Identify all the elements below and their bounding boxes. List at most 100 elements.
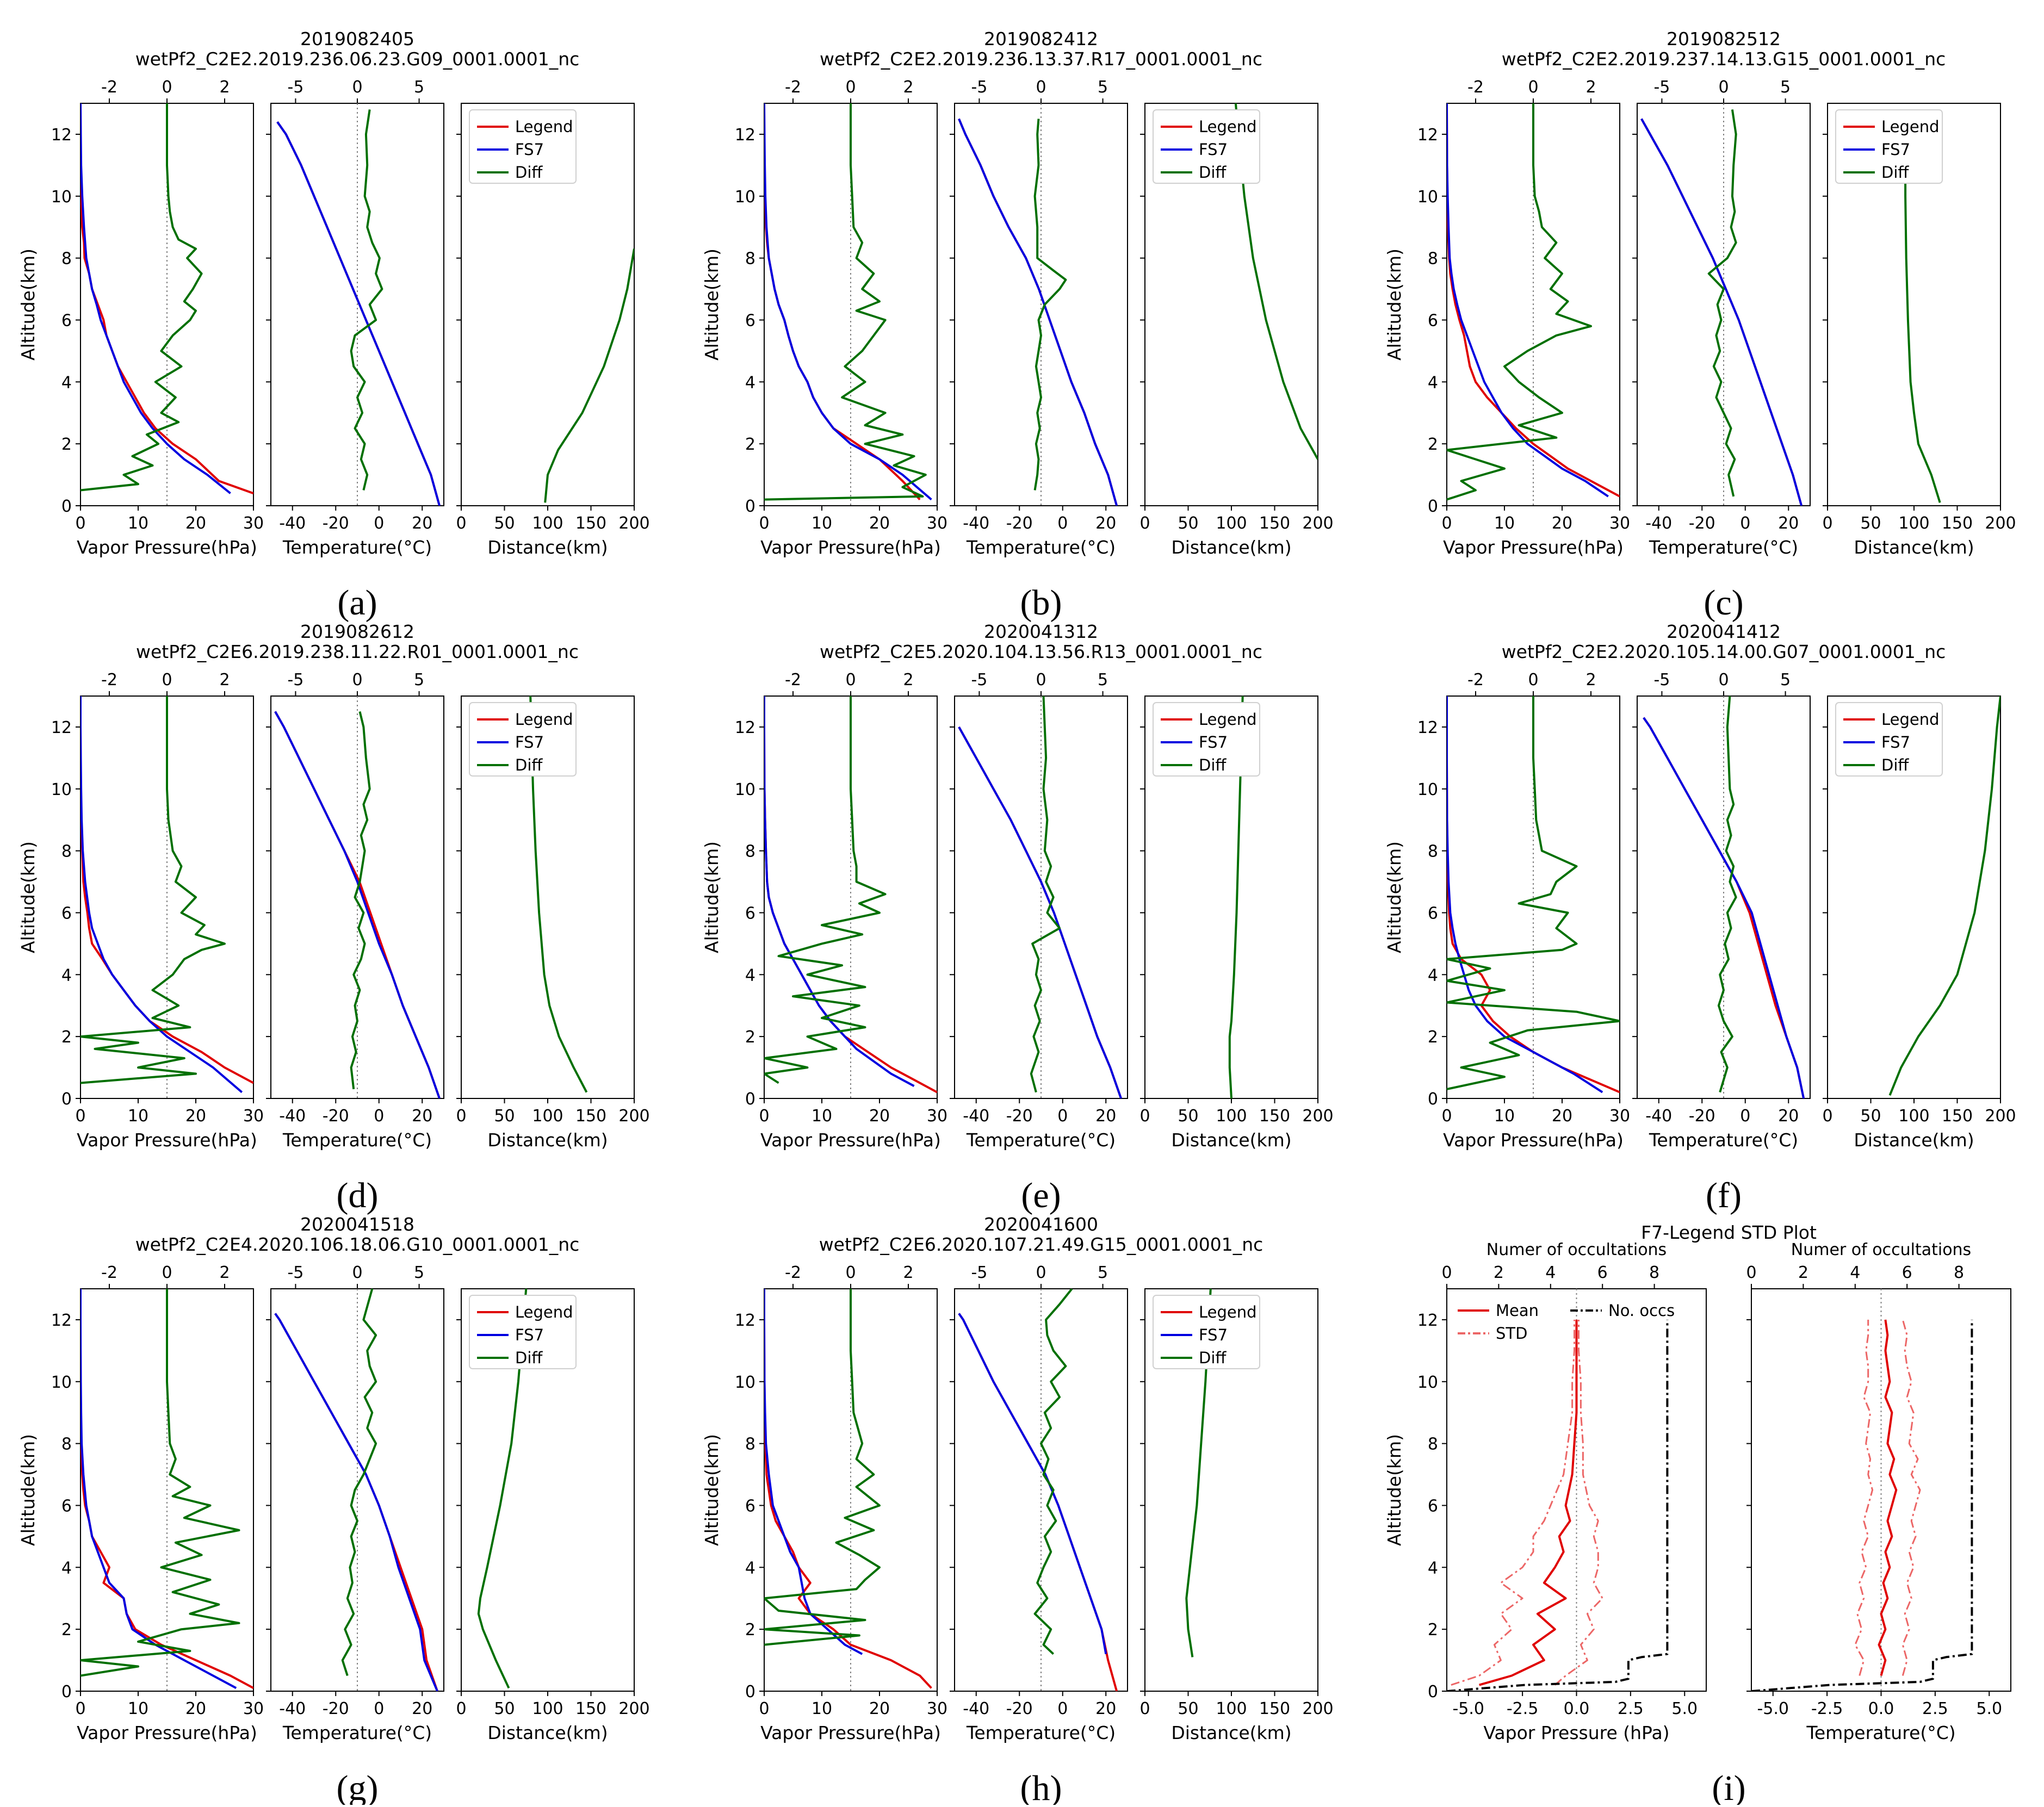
series-line-fs7 [276, 121, 441, 506]
x-axis-label: Distance(km) [1171, 1129, 1291, 1151]
legend-label: No. occs [1608, 1301, 1675, 1320]
x-tick-label: 0 [759, 514, 769, 533]
x-tick-label: -20 [323, 1699, 349, 1718]
top-x-tick-label: -5 [287, 670, 303, 690]
legend-label: Diff [515, 756, 543, 774]
legend: Legend FS7 Diff [1835, 702, 1943, 777]
series-line-fs7 [274, 1313, 438, 1691]
top-x-tick-label: 5 [414, 78, 424, 97]
top-x-tick-label: -5 [287, 78, 303, 97]
x-axis-label: Vapor Pressure (hPa) [1483, 1722, 1669, 1743]
x-tick-label: 0.0 [1564, 1699, 1590, 1718]
y-tick-label: 4 [61, 373, 72, 392]
y-tick-label: 6 [745, 1496, 755, 1516]
panel-letter: (c) [1704, 583, 1743, 623]
y-tick-label: 0 [61, 1090, 72, 1109]
y-tick-label: 8 [745, 1435, 755, 1454]
legend-right: No. occs [1570, 1301, 1675, 1320]
x-tick-label: 30 [927, 514, 947, 533]
x-tick-label: 100 [532, 1699, 563, 1718]
top-x-tick-label: -2 [101, 1263, 117, 1282]
y-tick-label: 8 [745, 250, 755, 269]
x-tick-label: 10 [128, 1107, 148, 1126]
x-tick-label: 0 [374, 514, 384, 533]
x-tick-label: 100 [1898, 514, 1929, 533]
series-line-diff [764, 103, 927, 501]
panel-subtitle: wetPf2_C2E2.2019.236.06.23.G09_0001.0001… [135, 48, 580, 70]
y-tick-label: 8 [61, 250, 72, 269]
legend-box [1153, 702, 1260, 777]
top-x-tick-label: 0 [162, 670, 172, 690]
subplot-vapor: 0 2 4 6 8 10 12 0 10 20 30 Vapor Pressure(hPa) -2 0 2 [735, 670, 947, 1151]
series-line-diff [764, 1289, 881, 1646]
y-tick-label: 12 [1417, 126, 1438, 145]
y-tick-label: 4 [1428, 373, 1438, 392]
series-line-std-upper [1554, 1319, 1603, 1686]
x-tick-label: 0 [374, 1107, 384, 1126]
y-tick-label: 0 [745, 1090, 755, 1109]
x-axis-label: Distance(km) [1854, 1129, 1974, 1151]
subplot-distance: 0 50 100 150 200 Distance(km) Legend FS7 Diff [456, 103, 650, 558]
x-tick-label: 50 [494, 1107, 515, 1126]
series-line-legend [274, 1313, 438, 1691]
x-tick-label: 200 [1302, 1699, 1333, 1718]
subplot-temperature: -40 -20 0 20 Temperature(°C) -5 0 5 [1632, 670, 1811, 1151]
y-tick-label: 2 [745, 1620, 755, 1640]
x-tick-label: 150 [575, 514, 606, 533]
x-tick-label: 150 [1259, 1107, 1290, 1126]
x-tick-label: 20 [1095, 1107, 1116, 1126]
legend-label: STD [1496, 1324, 1527, 1343]
legend-label: Legend [1199, 710, 1257, 729]
x-tick-label: 10 [812, 1107, 832, 1126]
x-axis-label: Distance(km) [1171, 1722, 1291, 1743]
top-x-tick-label: 0 [1718, 78, 1729, 97]
x-tick-label: 200 [618, 1107, 649, 1126]
y-tick-label: 12 [51, 126, 72, 145]
top-x-tick-label: -2 [785, 78, 801, 97]
legend: Legend FS7 Diff [469, 109, 577, 184]
legend-label: Legend [515, 1303, 573, 1321]
series-line-fs7 [958, 1313, 1107, 1655]
y-tick-label: 2 [1428, 1620, 1438, 1640]
x-tick-label: 20 [1778, 514, 1799, 533]
panel-subtitle: wetPf2_C2E2.2020.105.14.00.G07_0001.0001… [1502, 641, 1946, 662]
subplot-vapor: 0 2 4 6 8 10 12 0 10 20 30 Vapor Pressure(hPa) -2 0 2 [51, 78, 264, 558]
legend-label: Mean [1496, 1301, 1539, 1320]
x-tick-label: -20 [323, 514, 349, 533]
x-tick-label: 20 [185, 1107, 206, 1126]
panel-subtitle: wetPf2_C2E2.2019.237.14.13.G15_0001.0001… [1502, 48, 1946, 70]
y-axis-label: Altitude(km) [701, 249, 722, 361]
x-tick-label: 150 [1259, 514, 1290, 533]
y-tick-label: 4 [61, 966, 72, 985]
top-x-tick-label: 0 [845, 78, 856, 97]
legend-label: FS7 [515, 733, 544, 752]
x-tick-label: 0 [75, 1107, 85, 1126]
x-tick-label: 10 [128, 514, 148, 533]
x-tick-label: 30 [243, 1699, 264, 1718]
x-tick-label: 10 [1494, 1107, 1515, 1126]
legend-label: Diff [1199, 756, 1227, 774]
series-line-legend [80, 103, 253, 495]
series-line-fs7 [274, 711, 441, 1098]
y-tick-label: 8 [1428, 1435, 1438, 1454]
x-tick-label: 10 [1494, 514, 1515, 533]
subplot-stats_temperature: -5.0 -2.5 0.0 2.5 5.0 Temperature(°C) 0 2 4 6 8 Num… [1746, 1240, 2011, 1743]
top-x-tick-label: 0 [1036, 670, 1046, 690]
series-line-diff [1447, 696, 1620, 1090]
y-tick-label: 0 [745, 1682, 755, 1702]
series-line-diff [350, 109, 383, 490]
x-tick-label: 20 [412, 1107, 432, 1126]
x-axis-label: Vapor Pressure(hPa) [760, 1722, 941, 1743]
top-x-tick-label: 5 [414, 1263, 424, 1282]
series-line-std [1451, 1319, 1575, 1686]
y-tick-label: 12 [735, 1311, 755, 1330]
x-axis-label: Temperature(°C) [966, 1722, 1116, 1743]
y-tick-label: 8 [61, 842, 72, 861]
series-line-no-occs [1447, 1319, 1669, 1691]
top-x-tick-label: 0 [352, 1263, 362, 1282]
legend: Legend FS7 Diff [469, 1295, 577, 1369]
series-line-fs7 [1640, 118, 1803, 506]
x-tick-label: 200 [618, 1699, 649, 1718]
x-axis-label: Vapor Pressure(hPa) [77, 1722, 257, 1743]
